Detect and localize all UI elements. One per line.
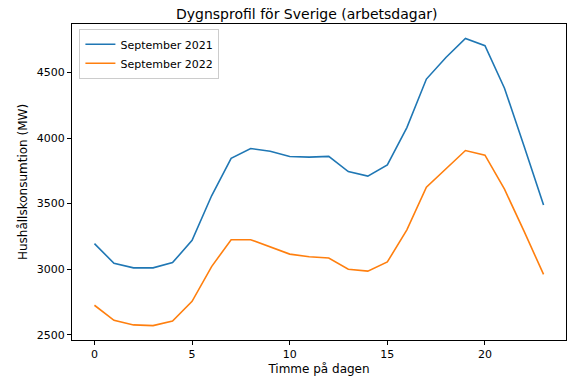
svg-text:Hushållskonsumtion (MW): Hushållskonsumtion (MW) [16,104,30,260]
svg-text:2500: 2500 [37,329,65,342]
svg-text:3500: 3500 [37,197,65,210]
svg-text:0: 0 [91,348,98,361]
svg-text:Dygnsprofil för Sverige (arbet: Dygnsprofil för Sverige (arbetsdagar) [176,6,438,22]
svg-text:15: 15 [380,348,394,361]
svg-text:September 2022: September 2022 [120,58,212,71]
svg-text:20: 20 [478,348,492,361]
svg-text:September 2021: September 2021 [120,39,212,52]
svg-text:Timme på dagen: Timme på dagen [267,362,369,376]
svg-text:5: 5 [189,348,196,361]
svg-text:4500: 4500 [37,66,65,79]
svg-text:3000: 3000 [37,263,65,276]
svg-text:10: 10 [283,348,297,361]
svg-text:4000: 4000 [37,132,65,145]
